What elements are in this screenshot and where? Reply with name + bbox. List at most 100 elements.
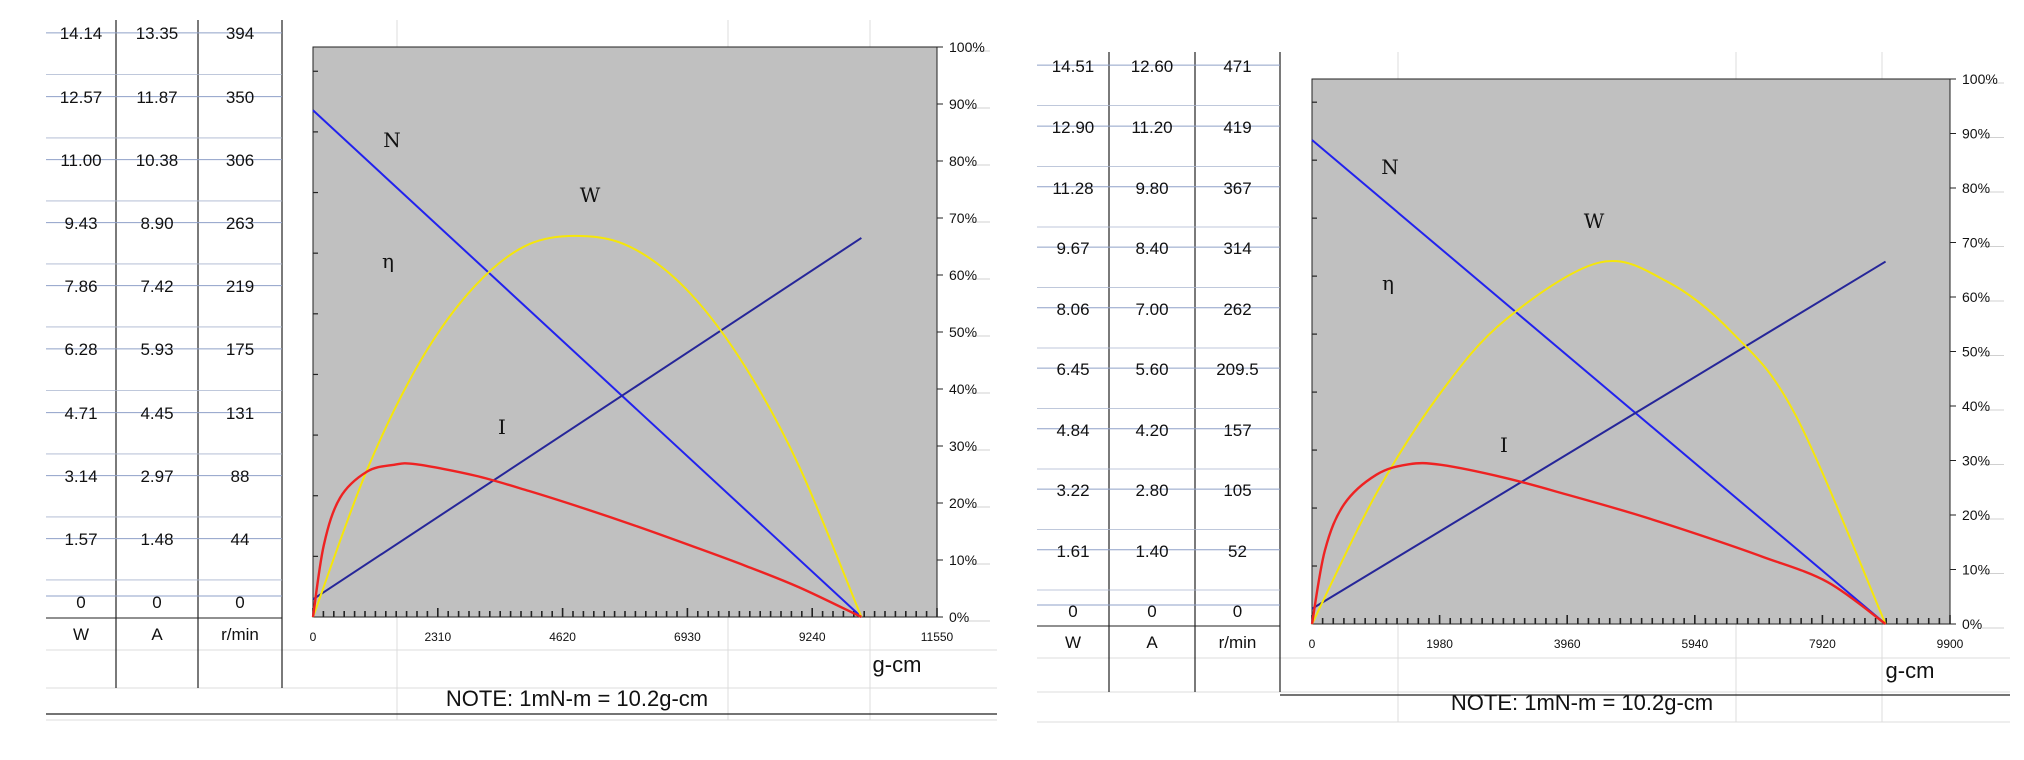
conversion-note: NOTE: 1mN-m = 10.2g-cm (1451, 690, 1713, 715)
table-cell: 1.48 (140, 530, 173, 549)
table-cell: 11.00 (60, 151, 101, 170)
x-tick-label: 5940 (1681, 637, 1708, 651)
table-cell: 6.45 (1056, 360, 1089, 379)
x-tick-label: 11550 (921, 630, 954, 644)
plot-background (1311, 78, 1951, 625)
table-cell: 0 (235, 593, 244, 612)
y-tick-label-right: 70% (949, 210, 977, 226)
table-cell: 350 (226, 88, 254, 107)
y-tick-label-right: 20% (949, 495, 977, 511)
series-i-line (1311, 260, 1887, 610)
table-cell: 9.43 (64, 214, 97, 233)
table-cell: 1.57 (64, 530, 97, 549)
y-tick-label-right: 40% (1962, 398, 1990, 414)
table-cell: 5.60 (1135, 360, 1168, 379)
y-tick-label-right: 50% (949, 324, 977, 340)
table-cell: 10.38 (136, 151, 179, 170)
series-label-w: W (1584, 209, 1605, 233)
table-header: W (73, 625, 89, 644)
chart-1: 14.14 13.35 394 12.57 11.87 350 11.00 10.38 306 9… (46, 20, 997, 721)
table-cell: 6.28 (64, 340, 97, 359)
y-tick-label-right: 0% (1962, 616, 1982, 632)
table-cell: 4.84 (1056, 421, 1089, 440)
x-axis-unit: g-cm (1886, 658, 1935, 683)
y-tick-label-right: 70% (1962, 235, 1990, 251)
y-tick-label-right: 40% (949, 381, 977, 397)
table-cell: 306 (226, 151, 254, 170)
series-w-line (1311, 260, 1887, 625)
right-axis: 0% 10% 20% 30% 40% 50% 60% 70% 80% 90% 100% (1950, 71, 2004, 632)
x-tick-label: 1980 (1426, 637, 1453, 651)
table-cell: 8.06 (1056, 300, 1089, 319)
series-i-line (312, 237, 862, 601)
table-cell: 9.80 (1135, 179, 1168, 198)
table-cell: 11.28 (1052, 179, 1093, 198)
series-n-line (312, 109, 863, 618)
x-tick-label: 9240 (799, 630, 826, 644)
y-tick-label-right: 10% (1962, 562, 1990, 578)
table-cell: 13.35 (136, 24, 179, 43)
table-cell: 8.40 (1135, 239, 1168, 258)
table-cell: 9.67 (1056, 239, 1089, 258)
table-cell: 4.45 (140, 404, 173, 423)
y-tick-label-right: 10% (949, 552, 977, 568)
table-cell: 14.51 (1052, 57, 1095, 76)
table-cell: 7.00 (1135, 300, 1168, 319)
table-cell: 7.42 (140, 277, 173, 296)
y-tick-label-right: 100% (1962, 71, 1998, 87)
table-cell: 1.61 (1056, 542, 1089, 561)
table-cell: 2.97 (140, 467, 173, 486)
series-n-line (1311, 139, 1887, 625)
y-tick-label-right: 50% (1962, 344, 1990, 360)
table-cell: 2.80 (1135, 481, 1168, 500)
series-eta-line (1310, 461, 1887, 625)
table-cell: 4.71 (64, 404, 97, 423)
y-tick-label-right: 60% (949, 267, 977, 283)
data-table: 14.14 13.35 394 12.57 11.87 350 11.00 10.38 306 9… (46, 20, 283, 688)
table-cell: 0 (1233, 602, 1242, 621)
table-cell: 0 (1068, 602, 1077, 621)
table-cell: 11.87 (136, 88, 177, 107)
conversion-note: NOTE: 1mN-m = 10.2g-cm (446, 686, 708, 711)
table-cell: 14.14 (60, 24, 103, 43)
table-cell: 12.60 (1131, 57, 1174, 76)
x-axis-unit: g-cm (873, 652, 922, 677)
right-axis: 0% 10% 20% 30% 40% 50% 60% 70% 80% 90% 100% (937, 39, 990, 625)
table-header: r/min (1219, 633, 1257, 652)
table-cell: 88 (231, 467, 250, 486)
table-cell: 0 (152, 593, 161, 612)
table-cell: 4.20 (1135, 421, 1168, 440)
table-cell: 52 (1228, 542, 1247, 561)
table-cell: 263 (226, 214, 254, 233)
series-label-eta: η (1382, 271, 1394, 295)
series-eta-line (311, 462, 862, 619)
x-tick-label: 7920 (1809, 637, 1836, 651)
table-header: r/min (221, 625, 259, 644)
table-cell: 3.22 (1056, 481, 1089, 500)
table-cell: 1.40 (1135, 542, 1168, 561)
y-tick-label-right: 90% (1962, 126, 1990, 142)
y-tick-label-right: 20% (1962, 507, 1990, 523)
table-cell: 105 (1223, 481, 1251, 500)
table-cell: 12.57 (60, 88, 103, 107)
table-cell: 314 (1223, 239, 1251, 258)
table-cell: 5.93 (140, 340, 173, 359)
series-label-eta: η (382, 249, 394, 273)
x-tick-label: 9900 (1937, 637, 1964, 651)
table-cell: 0 (1147, 602, 1156, 621)
series-label-i: I (1500, 433, 1508, 457)
table-cell: 175 (226, 340, 254, 359)
table-cell: 419 (1223, 118, 1251, 137)
y-tick-label-right: 60% (1962, 289, 1990, 305)
table-cell: 11.20 (1131, 118, 1172, 137)
table-cell: 7.86 (64, 277, 97, 296)
y-tick-label-right: 30% (1962, 453, 1990, 469)
x-tick-label: 3960 (1554, 637, 1581, 651)
y-tick-label-right: 30% (949, 438, 977, 454)
table-cell: 367 (1223, 179, 1251, 198)
series-label-n: N (383, 128, 401, 152)
y-tick-label-right: 90% (949, 96, 977, 112)
table-cell: 8.90 (140, 214, 173, 233)
table-header: A (1146, 633, 1158, 652)
table-cell: 12.90 (1052, 118, 1095, 137)
